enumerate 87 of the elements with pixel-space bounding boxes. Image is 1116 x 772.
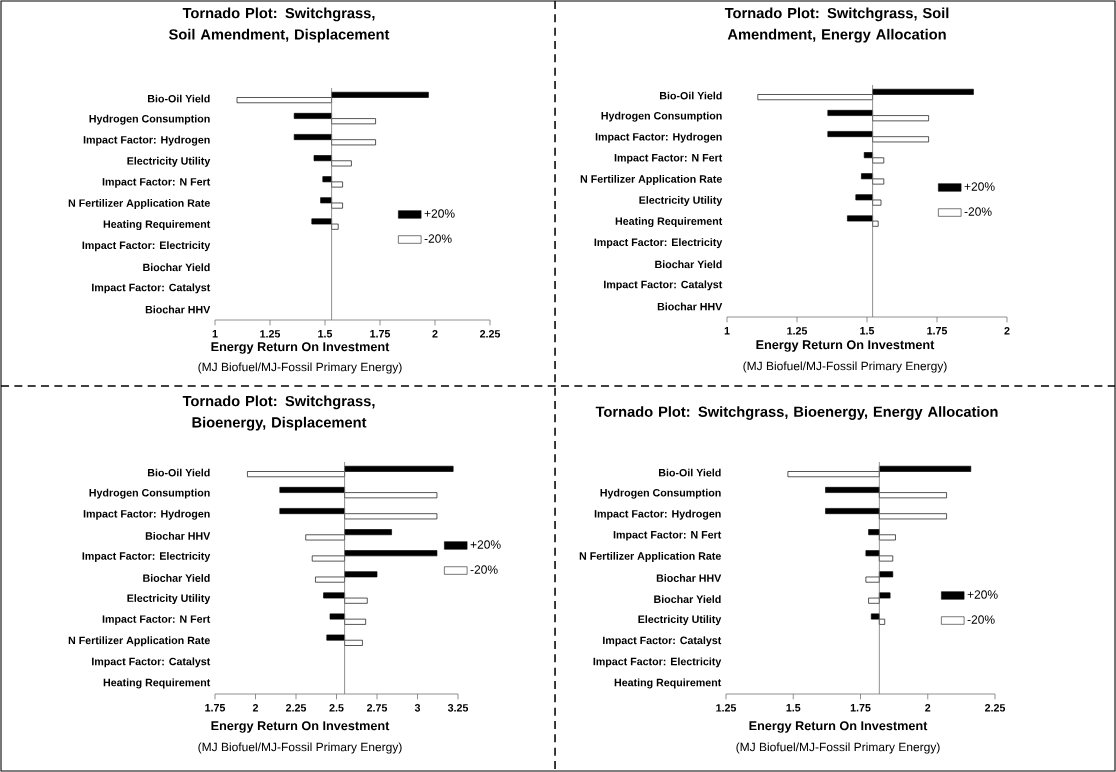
legend-label: +20% — [470, 540, 501, 549]
x-tick-label: 1.25 — [260, 330, 281, 338]
x-tick-label: 1 — [212, 330, 218, 338]
y-tick-label: Heating Requirement — [614, 678, 722, 689]
chart-title: Tornado Plot: Switchgrass, Bioenergy, Energy Allocation — [595, 406, 998, 420]
y-tick-label: Heating Requirement — [103, 678, 211, 689]
x-tick-label: 3 — [414, 704, 421, 712]
y-tick-label: Biochar Yield — [143, 574, 210, 582]
y-tick-label: Electricity Utility — [639, 196, 723, 206]
y-tick-label: Biochar Yield — [654, 595, 721, 604]
x-tick-label: 1.75 — [927, 327, 948, 335]
x-tick-label: 2.5 — [329, 704, 344, 712]
legend-label: -20% — [424, 234, 452, 243]
y-tick-label: N Fertilizer Application Rate — [68, 199, 210, 209]
y-tick-label: N Fertilizer Application Rate — [68, 636, 210, 647]
y-tick-label: Impact Factor: Catalyst — [92, 657, 211, 668]
x-tick-label: 1.75 — [850, 704, 871, 712]
x-tick-label: 2 — [1004, 327, 1010, 335]
x-tick-label: 1.5 — [318, 330, 333, 338]
x-axis-title: Energy Return On Investment — [756, 340, 935, 352]
y-tick-label: Impact Factor: N Fert — [614, 154, 723, 164]
text: (MJ Biofuel/MJ-Fossil Primary Energy) — [198, 362, 402, 374]
x-tick-label: 1.75 — [370, 330, 391, 338]
y-tick-label: Impact Factor: Hydrogen — [83, 509, 210, 520]
x-axis-title: Energy Return On Investment — [211, 342, 390, 354]
y-tick-label: Hydrogen Consumption — [89, 488, 210, 499]
x-tick-label: 2.75 — [367, 704, 388, 712]
text: (MJ Biofuel/MJ-Fossil Primary Energy) — [736, 742, 940, 754]
x-tick-label: 1.5 — [860, 327, 875, 335]
y-tick-label: Electricity Utility — [638, 615, 722, 626]
y-tick-label: Impact Factor: Hydrogen — [83, 135, 210, 146]
y-tick-label: Impact Factor: N Fert — [102, 615, 211, 625]
y-tick-label: Impact Factor: Catalyst — [604, 280, 723, 291]
y-tick-label: Impact Factor: Electricity — [594, 238, 723, 249]
x-axis-title: Energy Return On Investment — [749, 721, 928, 733]
y-tick-label: Impact Factor: Hydrogen — [595, 132, 722, 143]
y-tick-label: Impact Factor: Electricity — [593, 657, 722, 668]
y-tick-label: Impact Factor: N Fert — [102, 178, 211, 188]
chart-title: Tornado Plot: Switchgrass, Bioenergy, Displacement — [182, 395, 375, 431]
y-tick-label: Biochar HHV — [657, 302, 723, 311]
legend-label: +20% — [424, 209, 455, 218]
legend-label: +20% — [964, 182, 995, 191]
x-axis-title: Energy Return On Investment — [211, 721, 390, 733]
y-tick-label: Biochar HHV — [145, 305, 211, 314]
text: (MJ Biofuel/MJ-Fossil Primary Energy) — [198, 742, 402, 754]
y-tick-label: Impact Factor: N Fert — [613, 531, 722, 541]
chart-title: Tornado Plot: Switchgrass, Soil Amendment, Displacement — [168, 7, 390, 43]
y-tick-label: Biochar Yield — [655, 260, 722, 269]
x-tick-label: 2 — [252, 704, 259, 712]
y-tick-label: Biochar Yield — [143, 263, 210, 272]
x-tick-label: 2 — [432, 330, 438, 338]
x-tick-label: 2.25 — [480, 330, 501, 338]
y-tick-label: Impact Factor: Electricity — [82, 551, 211, 562]
y-tick-label: Hydrogen Consumption — [89, 114, 210, 125]
y-tick-label: Bio-Oil Yield — [658, 468, 721, 477]
y-tick-label: Impact Factor: Hydrogen — [594, 509, 721, 520]
legend-label: -20% — [967, 615, 995, 624]
x-tick-label: 3.25 — [447, 704, 469, 712]
legend-label: -20% — [964, 207, 992, 216]
chart-title: Tornado Plot: Switchgrass, Soil Amendment, Energy Allocation — [724, 7, 949, 43]
y-tick-label: Hydrogen Consumption — [600, 488, 721, 499]
y-tick-label: Heating Requirement — [103, 220, 211, 231]
y-tick-label: Electricity Utility — [127, 594, 211, 605]
x-tick-label: 2.25 — [985, 704, 1006, 712]
legend-label: -20% — [470, 565, 498, 574]
x-tick-label: 1.75 — [205, 704, 226, 712]
y-tick-label: Biochar HHV — [656, 574, 722, 582]
x-tick-label: 1.25 — [787, 327, 808, 335]
text: (MJ Biofuel/MJ-Fossil Primary Energy) — [743, 361, 947, 373]
legend-label: +20% — [967, 590, 998, 599]
x-tick-label: 1.5 — [786, 704, 801, 712]
y-tick-label: Biochar HHV — [145, 531, 211, 540]
x-tick-label: 1 — [724, 327, 730, 335]
y-tick-label: N Fertilizer Application Rate — [580, 174, 722, 185]
y-tick-label: Impact Factor: Electricity — [82, 241, 211, 252]
x-tick-label: 2 — [925, 704, 931, 712]
y-tick-label: Impact Factor: Catalyst — [603, 636, 722, 647]
y-tick-label: Heating Requirement — [615, 217, 723, 228]
y-tick-label: Hydrogen Consumption — [601, 111, 722, 122]
y-tick-label: Bio-Oil Yield — [147, 468, 210, 477]
x-tick-label: 2.25 — [286, 704, 307, 712]
y-tick-label: Impact Factor: Catalyst — [92, 283, 211, 294]
y-tick-label: Bio-Oil Yield — [659, 91, 722, 100]
x-tick-label: 1.25 — [716, 704, 737, 712]
y-tick-label: Bio-Oil Yield — [147, 94, 210, 103]
y-tick-label: N Fertilizer Application Rate — [579, 551, 721, 562]
y-tick-label: Electricity Utility — [127, 156, 211, 167]
